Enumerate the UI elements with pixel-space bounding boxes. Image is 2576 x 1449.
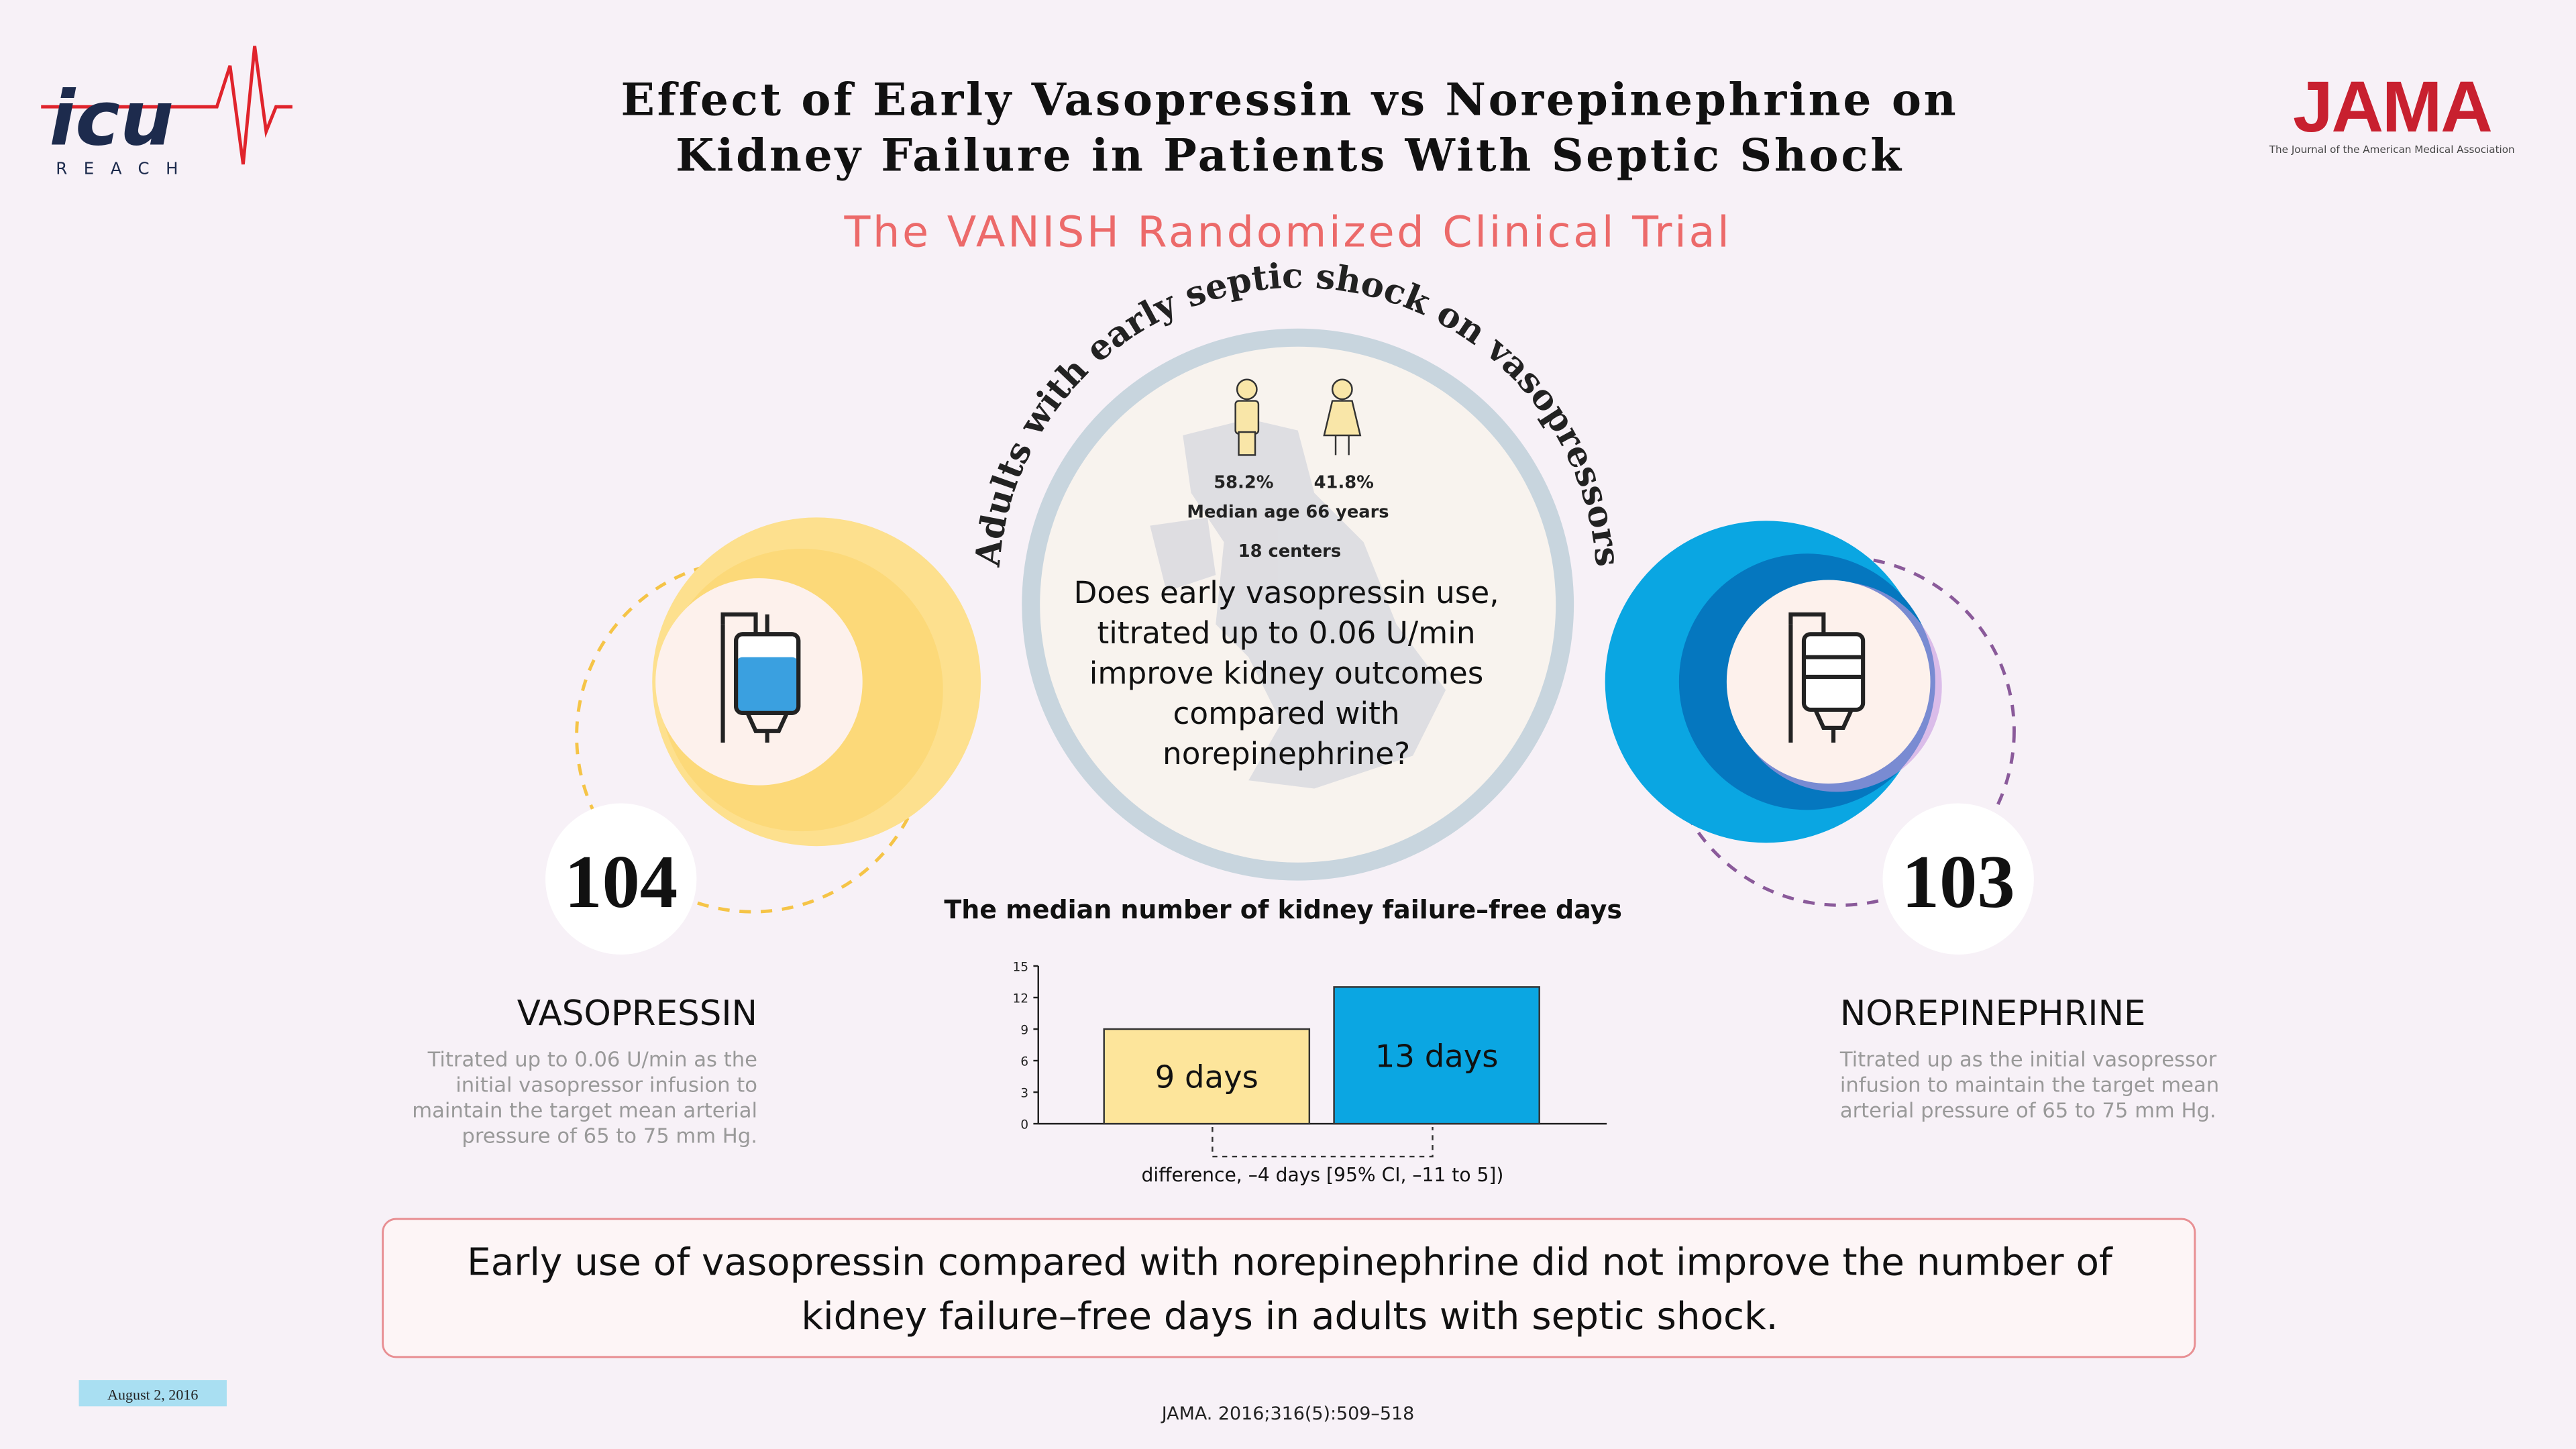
n-circle [1882, 803, 2034, 955]
question-line: norepinephrine? [1163, 736, 1410, 771]
question: Does early vasopressin use, titrated up t… [1074, 575, 1499, 771]
arm-name: VASOPRESSIN [517, 994, 757, 1034]
conclusion-line: Early use of vasopressin compared with n… [467, 1240, 2113, 1284]
subtitle: The VANISH Randomized Clinical Trial [843, 207, 1731, 257]
date: August 2, 2016 [107, 1387, 198, 1403]
question-line: compared with [1173, 696, 1400, 731]
logo-sub: REACH [56, 159, 195, 178]
iv-bag-icon [720, 612, 801, 743]
y-tick-label: 6 [1020, 1055, 1028, 1069]
median-age: Median age 66 years [1187, 502, 1389, 522]
bar [1103, 1028, 1311, 1125]
bar-chart: 0 3 6 9 12 15 9 days 13 days [1013, 960, 1607, 1132]
citation: JAMA. 2016;316(5):509–518 [1161, 1403, 1415, 1424]
question-line: improve kidney outcomes [1089, 655, 1484, 691]
journal: JAMA [2293, 66, 2491, 147]
arm-desc-line: Titrated up as the initial vasopressor [1839, 1048, 2217, 1071]
map-silhouette [1150, 419, 1446, 789]
y-tick-label: 9 [1020, 1023, 1028, 1037]
chart-title: The median number of kidney failure–free… [944, 895, 1622, 924]
arm-desc-line: initial vasopressor infusion to [455, 1073, 757, 1097]
question-line: Does early vasopressin use, [1074, 575, 1499, 610]
value-label: 13 days [1375, 1038, 1499, 1074]
male-pct: 58.2% [1214, 472, 1273, 492]
arm-desc-line: maintain the target mean arterial [412, 1099, 757, 1122]
arm-n: 103 [1902, 841, 2015, 924]
conclusion-box [382, 1218, 2196, 1358]
y-tick-label: 15 [1013, 960, 1028, 974]
arm-name: NOREPINEPHRINE [1840, 994, 2146, 1034]
person-icons [1234, 378, 1362, 456]
n-circle [545, 803, 697, 955]
title-line: Kidney Failure in Patients With Septic S… [676, 129, 1904, 182]
arm-desc: Titrated up as the initial vasopressorin… [1839, 1048, 2219, 1122]
arm-n: 104 [564, 841, 678, 924]
centers: 18 centers [1238, 541, 1341, 561]
arm-desc-line: pressure of 65 to 75 mm Hg. [462, 1124, 757, 1148]
difference-bracket [1212, 1127, 1434, 1158]
arm-desc: Titrated up to 0.06 U/min as theinitial … [412, 1048, 757, 1148]
question-line: titrated up to 0.06 U/min [1097, 615, 1476, 651]
annotation: difference, –4 days [95% CI, –11 to 5]) [1141, 1164, 1503, 1186]
conclusion-line: kidney failure–free days in adults with … [801, 1295, 1778, 1338]
arm-desc-line: infusion to maintain the target mean [1840, 1073, 2219, 1097]
y-tick-label: 12 [1013, 991, 1028, 1006]
logo: icu [49, 74, 174, 163]
iv-bag-icon [1788, 612, 1866, 743]
arm-desc-line: Titrated up to 0.06 U/min as the [427, 1048, 757, 1071]
value-label: 9 days [1155, 1059, 1258, 1095]
y-tick-label: 0 [1020, 1118, 1028, 1132]
journal-sub: The Journal of the American Medical Asso… [2269, 144, 2515, 156]
female-pct: 41.8% [1314, 472, 1374, 492]
bar [1333, 986, 1540, 1125]
heartbeat-line [41, 46, 292, 165]
title-line: Effect of Early Vasopressin vs Norepinep… [621, 73, 1959, 125]
arm-desc-line: arterial pressure of 65 to 75 mm Hg. [1840, 1099, 2216, 1122]
date-box [78, 1380, 227, 1407]
y-tick-label: 3 [1020, 1086, 1028, 1100]
